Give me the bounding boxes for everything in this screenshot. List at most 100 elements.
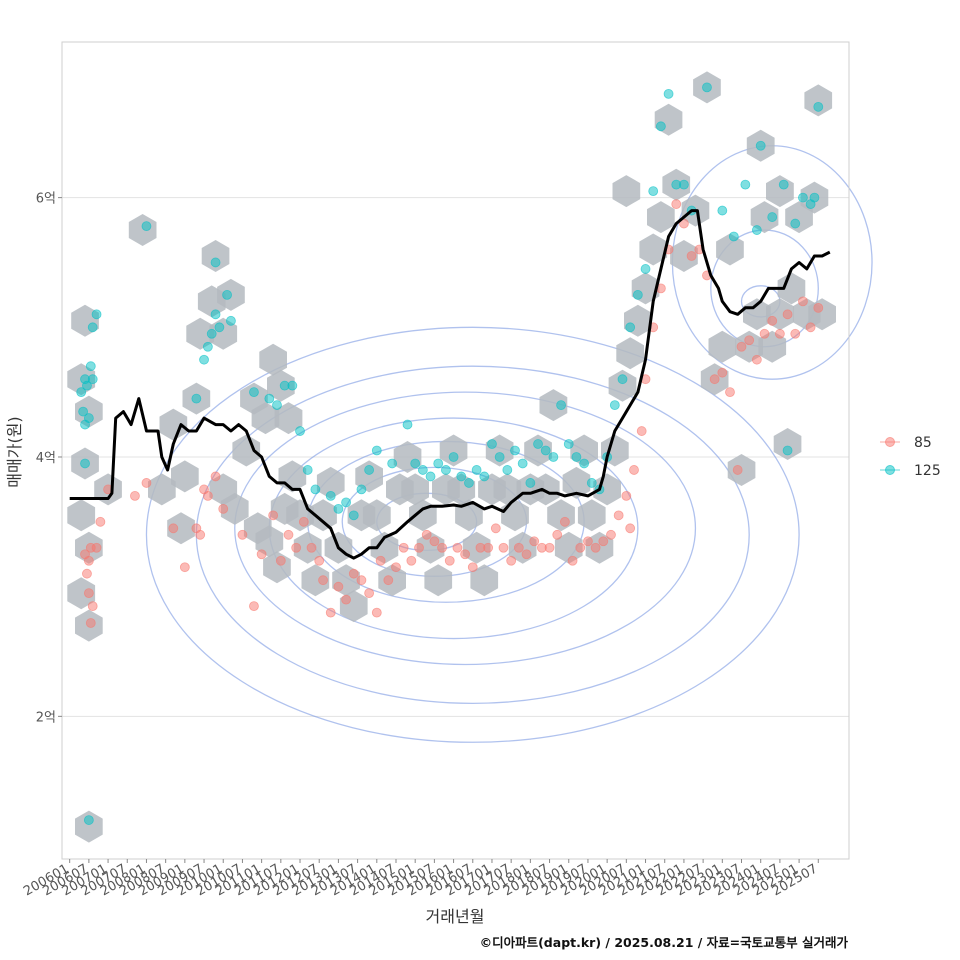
density-contour xyxy=(234,391,697,666)
data-point-85 xyxy=(567,555,578,566)
data-point-125 xyxy=(402,419,413,430)
data-point-85 xyxy=(275,555,286,566)
hex-bin xyxy=(493,473,522,506)
data-point-85 xyxy=(590,542,601,553)
data-point-125 xyxy=(264,393,275,404)
data-point-85 xyxy=(314,555,325,566)
hex-bin xyxy=(259,343,287,376)
data-point-85 xyxy=(717,367,728,378)
data-point-125 xyxy=(755,140,766,151)
data-point-85 xyxy=(521,549,532,560)
data-points xyxy=(76,82,824,825)
hex-bin xyxy=(612,175,641,208)
data-point-125 xyxy=(210,257,221,268)
legend-label-85: 85 xyxy=(914,435,932,451)
data-point-125 xyxy=(302,465,313,475)
data-point-125 xyxy=(425,471,436,482)
data-point-125 xyxy=(563,439,574,449)
data-point-125 xyxy=(333,503,344,514)
data-point-85 xyxy=(790,328,801,339)
hex-bin xyxy=(531,473,560,506)
hex-bin xyxy=(167,512,195,545)
data-point-125 xyxy=(702,82,712,93)
data-point-125 xyxy=(502,465,513,475)
hex-bin xyxy=(424,564,453,597)
data-point-125 xyxy=(83,815,94,825)
data-point-125 xyxy=(191,393,202,404)
data-point-125 xyxy=(202,341,213,352)
hex-bin xyxy=(274,402,303,435)
data-point-85 xyxy=(686,251,697,261)
data-point-85 xyxy=(629,465,639,475)
data-point-85 xyxy=(383,575,394,586)
data-point-125 xyxy=(586,478,597,488)
data-point-85 xyxy=(348,568,359,579)
data-point-125 xyxy=(83,413,94,423)
hex-bin xyxy=(401,473,429,506)
data-point-85 xyxy=(709,374,720,385)
data-point-125 xyxy=(640,264,651,274)
hex-bin xyxy=(562,466,591,499)
hex-bin xyxy=(708,330,737,363)
data-point-85 xyxy=(460,549,470,560)
data-point-85 xyxy=(210,471,221,482)
data-point-125 xyxy=(87,322,98,333)
hex-bin xyxy=(232,434,261,467)
data-point-125 xyxy=(387,458,398,469)
data-point-85 xyxy=(725,387,735,398)
data-point-125 xyxy=(556,400,566,411)
data-point-125 xyxy=(210,309,221,320)
data-point-125 xyxy=(479,471,490,482)
data-point-85 xyxy=(398,542,409,553)
data-point-85 xyxy=(552,529,563,540)
data-point-85 xyxy=(544,542,555,553)
hex-bin xyxy=(758,330,787,363)
data-point-125 xyxy=(287,380,298,391)
data-point-85 xyxy=(95,516,106,527)
data-point-85 xyxy=(782,309,793,320)
data-point-85 xyxy=(606,529,616,540)
trend-layer xyxy=(69,209,831,560)
y-tick-label: 2억 xyxy=(36,710,56,725)
data-point-85 xyxy=(560,516,570,527)
data-point-85 xyxy=(318,575,328,586)
data-point-85 xyxy=(256,549,267,560)
data-point-85 xyxy=(732,465,743,475)
data-point-85 xyxy=(529,536,540,547)
hex-bin xyxy=(186,317,215,350)
hex-bin xyxy=(439,434,468,467)
data-point-85 xyxy=(375,555,386,566)
hex-bin xyxy=(773,428,802,460)
data-point-85 xyxy=(268,510,279,521)
data-point-85 xyxy=(249,601,259,612)
data-point-125 xyxy=(341,497,351,508)
hex-bin xyxy=(255,525,284,558)
data-point-125 xyxy=(751,225,762,235)
data-point-125 xyxy=(356,484,367,495)
data-point-85 xyxy=(371,607,382,618)
hex-bin xyxy=(639,233,668,266)
data-point-85 xyxy=(291,542,302,553)
data-point-85 xyxy=(736,341,747,352)
data-point-125 xyxy=(778,179,789,190)
hex-bin xyxy=(524,434,552,467)
data-point-85 xyxy=(364,588,375,599)
hex-bin xyxy=(220,492,249,525)
data-point-125 xyxy=(813,101,824,112)
data-point-85 xyxy=(583,536,593,547)
data-point-125 xyxy=(487,439,497,449)
data-point-85 xyxy=(91,542,102,553)
hex-bin xyxy=(616,337,644,370)
data-point-125 xyxy=(87,374,98,385)
hex-bin xyxy=(554,531,583,564)
data-point-125 xyxy=(464,478,474,488)
data-point-85 xyxy=(341,594,351,605)
data-point-125 xyxy=(433,458,444,469)
data-point-125 xyxy=(91,309,102,320)
hex-bin xyxy=(804,84,833,117)
data-point-125 xyxy=(679,179,689,190)
legend-key-125 xyxy=(885,465,895,475)
y-tick-label: 6억 xyxy=(36,192,56,207)
data-point-125 xyxy=(790,218,801,229)
data-point-85 xyxy=(87,601,98,612)
